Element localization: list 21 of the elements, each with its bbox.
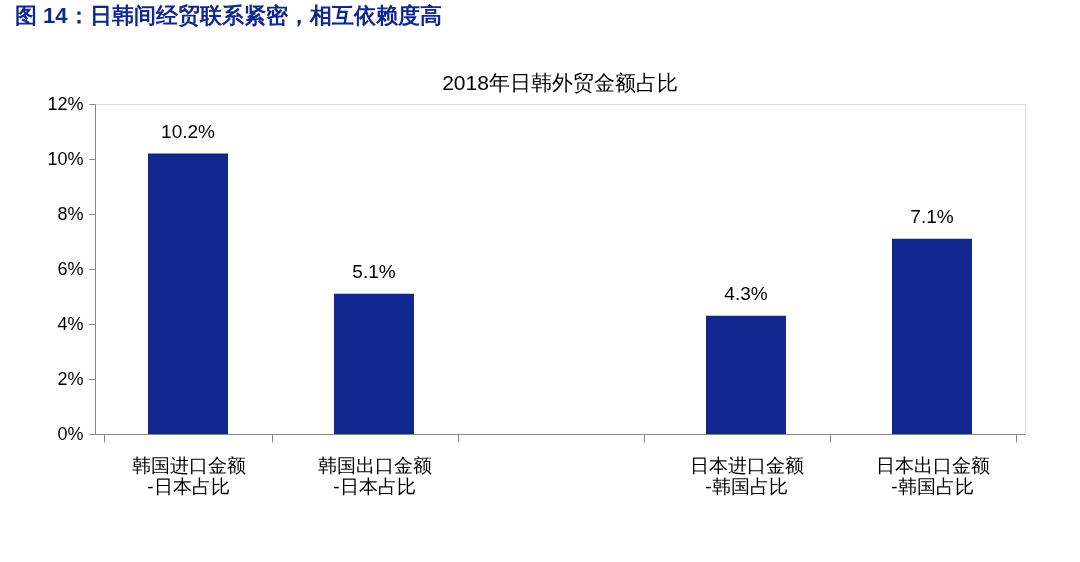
bar	[334, 293, 414, 434]
x-tick-label: 韩国进口金额 -日本占比	[131, 454, 246, 497]
y-tick-label: 0%	[57, 423, 84, 444]
bar	[892, 238, 972, 434]
y-tick-label: 6%	[57, 258, 84, 279]
data-label: 5.1%	[352, 260, 396, 282]
data-label: 4.3%	[724, 282, 768, 304]
y-tick-label: 4%	[57, 313, 84, 334]
chart-title: 图 14：日韩间经贸联系紧密，相互依赖度高	[15, 3, 442, 28]
data-label: 7.1%	[910, 205, 954, 227]
bar	[706, 315, 786, 434]
data-label: 10.2%	[161, 120, 216, 142]
chart-subtitle: 2018年日韩外贸金额占比	[442, 71, 678, 94]
y-tick-label: 12%	[47, 93, 84, 114]
x-tick-label: 日本出口金额 -韩国占比	[875, 454, 990, 497]
y-tick-label: 10%	[47, 148, 84, 169]
bar	[148, 153, 228, 434]
x-tick-label: 日本进口金额 -韩国占比	[689, 454, 804, 497]
y-tick-label: 8%	[57, 203, 84, 224]
y-tick-label: 2%	[57, 368, 84, 389]
x-tick-label: 韩国出口金额 -日本占比	[317, 454, 432, 497]
